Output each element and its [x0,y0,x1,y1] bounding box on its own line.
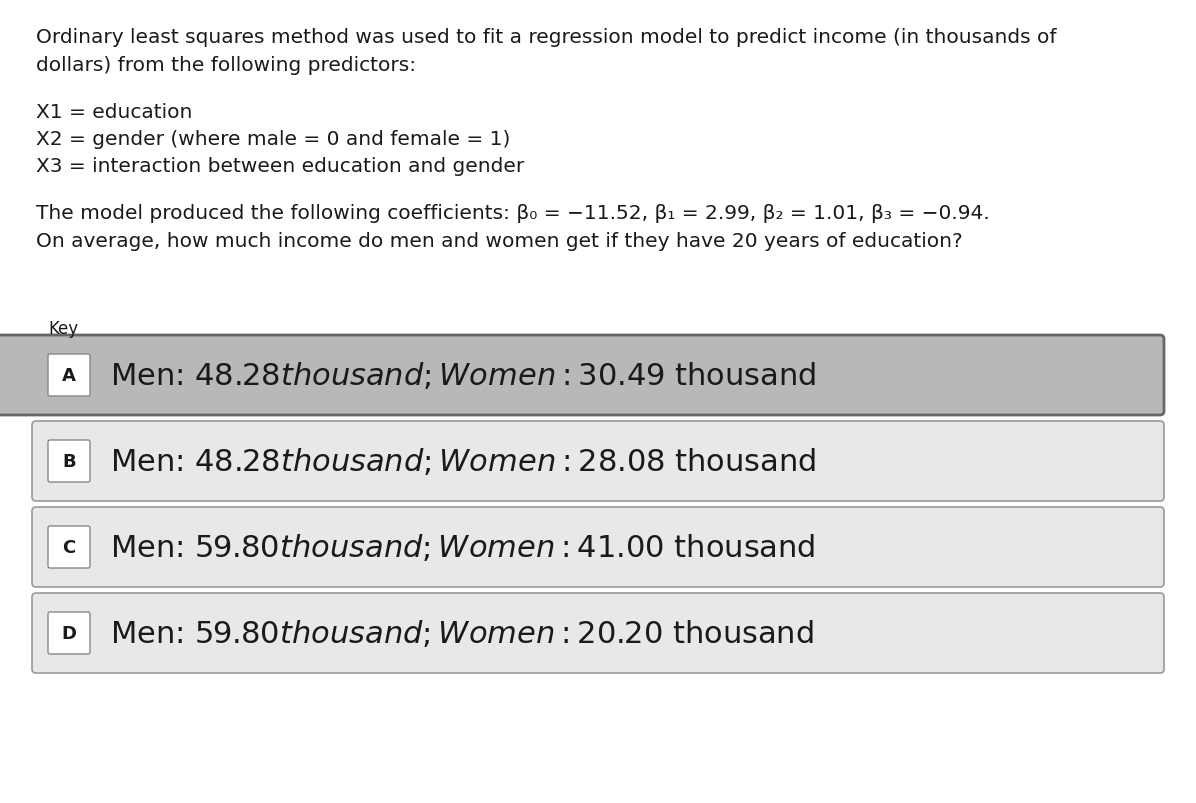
Text: Men: $48.28 thousand; Women: $28.08 thousand: Men: $48.28 thousand; Women: $28.08 thou… [110,446,817,477]
Text: dollars) from the following predictors:: dollars) from the following predictors: [36,56,416,75]
FancyBboxPatch shape [48,526,90,569]
Text: C: C [62,538,75,556]
Text: A: A [62,366,75,385]
Text: On average, how much income do men and women get if they have 20 years of educat: On average, how much income do men and w… [36,232,963,251]
Text: X2 = gender (where male = 0 and female = 1): X2 = gender (where male = 0 and female =… [36,130,511,149]
FancyBboxPatch shape [48,355,90,397]
Text: Key: Key [48,320,78,337]
FancyBboxPatch shape [0,336,1164,415]
Text: D: D [61,624,77,642]
FancyBboxPatch shape [32,422,1164,501]
Text: Men: $48.28 thousand; Women: $30.49 thousand: Men: $48.28 thousand; Women: $30.49 thou… [110,360,817,391]
Text: The model produced the following coefficients: β₀ = −11.52, β₁ = 2.99, β₂ = 1.01: The model produced the following coeffic… [36,204,990,222]
Text: Men: $59.80 thousand; Women: $20.20 thousand: Men: $59.80 thousand; Women: $20.20 thou… [110,618,813,649]
FancyBboxPatch shape [48,441,90,483]
FancyBboxPatch shape [32,507,1164,587]
FancyBboxPatch shape [32,593,1164,673]
Text: B: B [62,452,75,471]
Text: X3 = interaction between education and gender: X3 = interaction between education and g… [36,157,524,176]
Text: X1 = education: X1 = education [36,103,193,122]
Text: Ordinary least squares method was used to fit a regression model to predict inco: Ordinary least squares method was used t… [36,28,1056,47]
FancyBboxPatch shape [48,612,90,654]
Text: Men: $59.80 thousand; Women: $41.00 thousand: Men: $59.80 thousand; Women: $41.00 thou… [110,532,816,563]
